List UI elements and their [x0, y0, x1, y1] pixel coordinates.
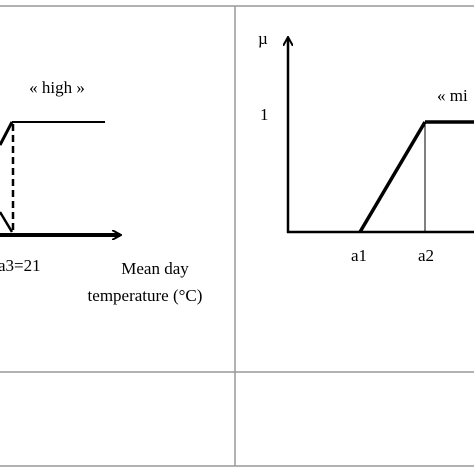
y-axis-label: µ — [258, 29, 268, 48]
right-diagram — [287, 38, 474, 234]
tick-label: a3=21 — [0, 256, 41, 275]
axis-label: temperature (°C) — [88, 286, 203, 305]
curve-label: « mi — [437, 86, 468, 105]
axis-label: Mean day — [121, 259, 189, 278]
left-diagram — [0, 121, 120, 235]
curve-label: « high » — [29, 78, 85, 97]
x-tick-label: a1 — [351, 246, 367, 265]
y-tick-label: 1 — [260, 105, 269, 124]
table-grid — [0, 5, 474, 467]
x-tick-label: a2 — [418, 246, 434, 265]
